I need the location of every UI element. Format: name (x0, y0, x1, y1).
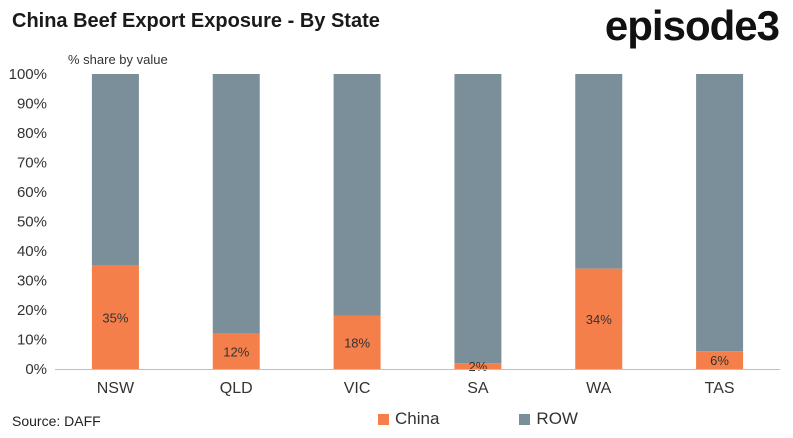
legend: China ROW (378, 409, 578, 429)
bar-row-sa (454, 74, 502, 364)
legend-swatch-china (378, 413, 389, 425)
bar-row-wa (575, 74, 623, 269)
data-label-china-vic: 18% (344, 335, 370, 350)
legend-item-row: ROW (519, 409, 578, 429)
x-tick-label: WA (586, 380, 612, 397)
y-tick-label: 0% (25, 361, 47, 378)
y-tick-label: 90% (17, 96, 47, 113)
bar-china-sa (454, 363, 502, 369)
x-tick-label: TAS (705, 380, 735, 397)
data-label-china-qld: 12% (223, 344, 249, 359)
y-tick-label: 60% (17, 184, 47, 201)
x-tick-label: SA (467, 380, 489, 397)
y-tick-label: 100% (9, 66, 47, 83)
y-tick-label: 10% (17, 332, 47, 349)
bar-china-tas (696, 351, 744, 369)
legend-item-china: China (378, 409, 439, 429)
x-tick-label: NSW (97, 380, 135, 397)
data-label-china-tas: 6% (710, 353, 729, 368)
y-tick-label: 50% (17, 214, 47, 231)
y-tick-label: 70% (17, 155, 47, 172)
y-tick-label: 30% (17, 273, 47, 290)
x-tick-label: QLD (220, 380, 253, 397)
bar-row-vic (333, 74, 381, 316)
bar-row-qld (212, 74, 260, 334)
x-tick-label: VIC (344, 380, 371, 397)
y-axis-unit-label: % share by value (68, 52, 168, 67)
bar-china-wa (575, 268, 623, 369)
bar-china-nsw (91, 265, 139, 369)
bar-row-tas (696, 74, 744, 352)
legend-label-china: China (395, 409, 440, 428)
legend-label-row: ROW (536, 409, 578, 428)
source-note: Source: DAFF (12, 413, 101, 429)
bar-china-vic (333, 315, 381, 369)
bar-row-nsw (91, 74, 139, 266)
data-label-china-wa: 34% (586, 312, 612, 327)
y-tick-label: 20% (17, 302, 47, 319)
brand-logo: episode3 (604, 2, 780, 49)
chart-title: China Beef Export Exposure - By State (12, 10, 380, 32)
legend-swatch-row (519, 413, 531, 425)
y-tick-label: 40% (17, 243, 47, 260)
bar-china-qld (212, 333, 260, 369)
data-label-china-nsw: 35% (102, 310, 128, 325)
y-tick-label: 80% (17, 125, 47, 142)
data-label-china-sa: 2% (469, 359, 488, 374)
